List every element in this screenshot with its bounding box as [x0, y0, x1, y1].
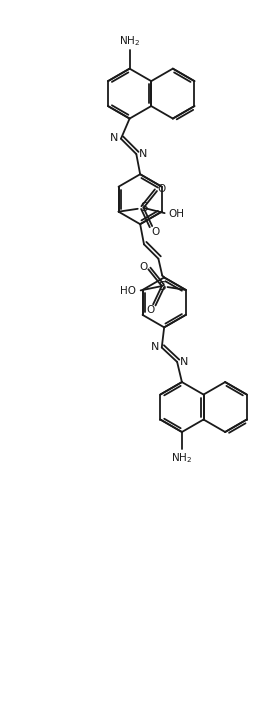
- Text: S: S: [140, 202, 147, 215]
- Text: O: O: [158, 184, 166, 194]
- Text: OH: OH: [168, 209, 184, 219]
- Text: O: O: [146, 305, 154, 315]
- Text: NH$_2$: NH$_2$: [171, 451, 192, 465]
- Text: O: O: [151, 227, 159, 237]
- Text: HO: HO: [120, 286, 136, 296]
- Text: O: O: [139, 262, 148, 272]
- Text: N: N: [151, 341, 159, 351]
- Text: N: N: [110, 132, 119, 143]
- Text: N: N: [180, 357, 188, 367]
- Text: NH$_2$: NH$_2$: [119, 35, 140, 48]
- Text: N: N: [139, 149, 147, 159]
- Text: S: S: [158, 279, 166, 292]
